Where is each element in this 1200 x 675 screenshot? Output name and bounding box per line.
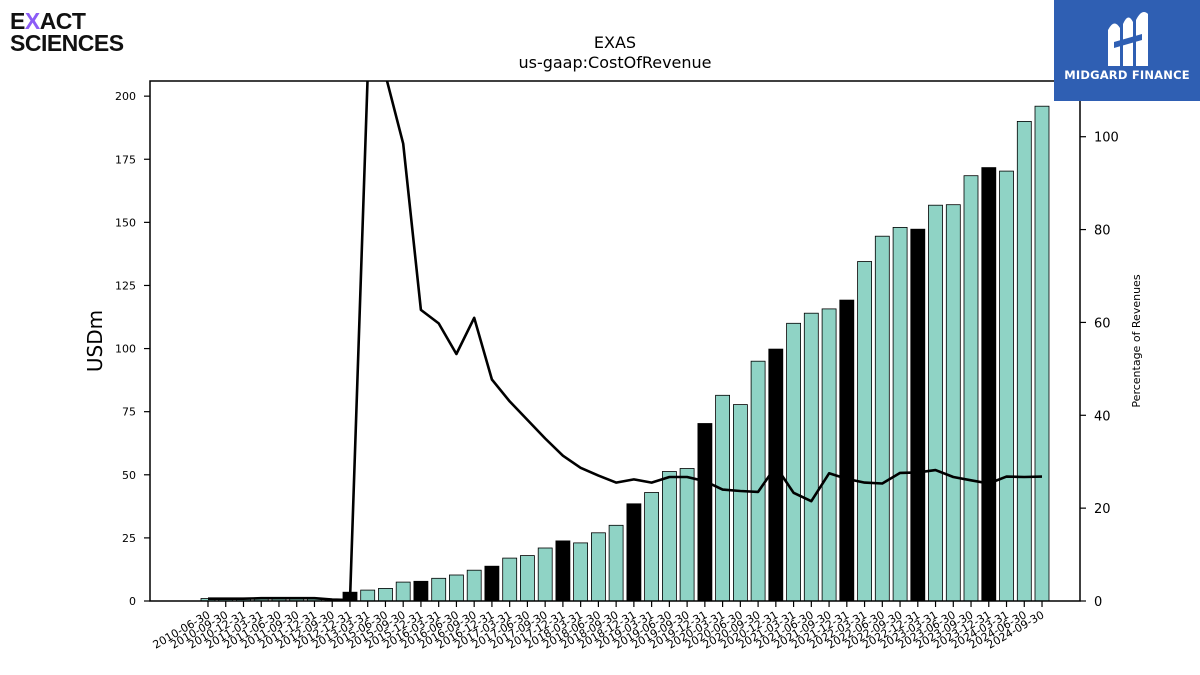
midgard-brand-text: MIDGARD FINANCE: [1064, 68, 1190, 82]
right-axis-ticks: 0 20 40 60 80 100: [1080, 131, 1119, 610]
bar-2023-06-30: [945, 204, 961, 602]
bar-2013-03-31: [360, 589, 376, 602]
bar-2015-12-31: [413, 580, 429, 602]
y-tick-label: 50: [122, 469, 136, 482]
revenue-ratio-line: [208, 81, 1043, 601]
y2-tick-label: 40: [1094, 409, 1111, 424]
y2-tick-label: 80: [1094, 224, 1111, 239]
y-tick-label: 150: [115, 216, 136, 229]
bar-2021-06-30: [803, 312, 819, 602]
bar-2017-12-31: [555, 540, 571, 602]
bar-series: [200, 105, 1050, 602]
bar-2022-03-31: [857, 261, 872, 602]
bar-2017-03-31: [502, 557, 518, 602]
bar-2019-12-31: [697, 423, 713, 602]
y-tick-label: 100: [115, 343, 136, 356]
bar-2023-09-30: [963, 175, 979, 602]
bar-2016-06-30: [448, 574, 464, 602]
bar-2019-06-30: [662, 471, 677, 602]
bar-2020-06-30: [733, 404, 748, 602]
y-tick-label: 175: [115, 153, 136, 166]
y-tick-label: 125: [115, 279, 136, 292]
chart-title: EXAS: [594, 33, 636, 52]
y2-tick-label: 0: [1094, 595, 1102, 610]
bar-2019-09-30: [679, 468, 695, 602]
y2-tick-label: 60: [1094, 316, 1111, 331]
bar-2015-09-30: [395, 581, 411, 602]
bar-2015-06-30: [378, 588, 393, 602]
y-tick-label: 75: [122, 406, 136, 419]
bar-2018-12-31: [626, 503, 642, 602]
x-axis-ticks: 2010-06-302010-09-302010-12-312011-03-31…: [151, 601, 1047, 652]
y2-axis-label: Percentage of Revenues: [1130, 274, 1143, 407]
bar-2023-12-31: [981, 167, 997, 602]
midgard-mark-icon: [1108, 12, 1148, 66]
left-axis-ticks: 0 25 50 75 100 125 150 175 200: [115, 90, 150, 608]
y-axis-label: USDm: [83, 310, 107, 372]
y-tick-label: 25: [122, 532, 136, 545]
bar-2017-09-30: [537, 547, 553, 602]
bar-2023-03-31: [928, 204, 943, 602]
chart-subtitle: us-gaap:CostOfRevenue: [518, 53, 711, 72]
y-tick-label: 0: [129, 595, 136, 608]
bar-2017-06-30: [520, 555, 535, 602]
bar-2024-09-30: [1034, 105, 1050, 602]
bar-2022-12-31: [910, 228, 926, 602]
bar-2021-12-31: [839, 299, 855, 602]
y2-tick-label: 100: [1094, 131, 1119, 146]
bar-2018-03-31: [573, 542, 588, 602]
bar-2021-03-31: [786, 322, 801, 602]
bar-2018-06-30: [591, 532, 606, 602]
bar-2016-03-31: [431, 577, 447, 602]
bar-2024-06-30: [1016, 121, 1032, 602]
plot-frame: [149, 80, 1081, 602]
bar-2016-12-31: [484, 565, 500, 602]
bar-2022-06-30: [874, 235, 890, 602]
bar-2020-03-31: [715, 394, 730, 602]
bar-2019-03-31: [644, 492, 659, 602]
y-tick-label: 200: [115, 90, 136, 103]
bar-2018-09-30: [608, 524, 624, 602]
exact-sciences-logo: EXACT SCIENCES: [10, 8, 124, 56]
bar-2016-09-30: [466, 569, 482, 602]
bar-2020-09-30: [750, 360, 766, 602]
bar-2024-03-31: [999, 170, 1014, 602]
bar-2021-09-30: [821, 308, 837, 602]
y2-tick-label: 20: [1094, 502, 1111, 517]
midgard-finance-logo: MIDGARD FINANCE: [1054, 0, 1200, 101]
bar-2022-09-30: [892, 226, 908, 602]
